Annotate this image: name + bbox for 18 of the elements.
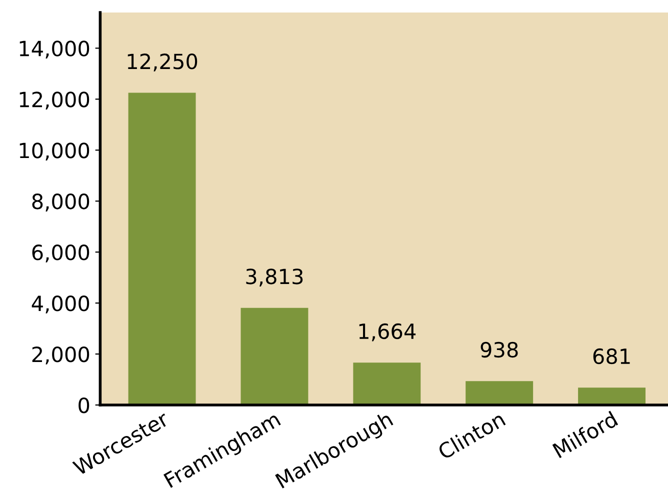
data-label: 3,813 xyxy=(246,268,303,286)
bar xyxy=(128,92,196,405)
y-tick-label: 0 xyxy=(78,397,90,414)
y-tick-label: 12,000 xyxy=(20,92,90,110)
y-tick-label: 6,000 xyxy=(32,244,90,262)
y-tick-label: 4,000 xyxy=(32,296,90,314)
y-tick-label: 10,000 xyxy=(20,142,90,160)
data-label: 681 xyxy=(593,348,630,364)
data-label: 938 xyxy=(480,342,518,358)
bar xyxy=(578,388,646,405)
bar xyxy=(353,362,421,405)
y-tick-label: 14,000 xyxy=(20,40,90,59)
y-tick-label: 8,000 xyxy=(32,194,90,212)
bar xyxy=(240,308,308,405)
data-label: 12,250 xyxy=(128,54,198,72)
bar xyxy=(466,381,534,405)
data-label: 1,664 xyxy=(359,323,416,342)
y-tick-label: 2,000 xyxy=(32,346,90,364)
